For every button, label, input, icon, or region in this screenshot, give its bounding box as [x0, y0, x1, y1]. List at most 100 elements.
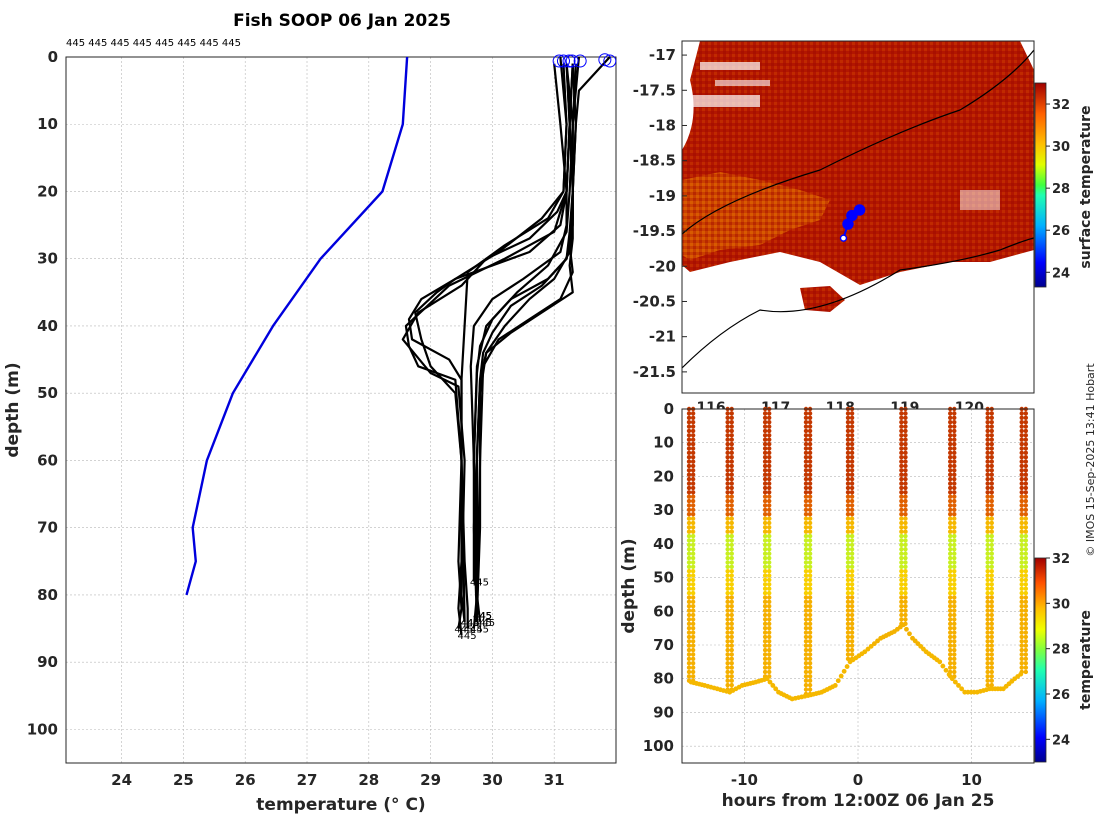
section-dot [952, 590, 957, 596]
section-dot [807, 503, 813, 508]
section-dot [807, 604, 813, 609]
section-dot [1019, 586, 1024, 591]
section-dot [899, 485, 904, 491]
section-dot [899, 582, 904, 587]
section-y-tick-label: 90 [653, 703, 674, 721]
map-y-tick-label: -20.5 [633, 292, 676, 310]
section-dot [690, 555, 696, 561]
section-dot [845, 507, 851, 513]
section-dot [807, 511, 813, 517]
section-dot [849, 647, 855, 653]
section-dot [803, 472, 809, 477]
section-dot [845, 577, 851, 583]
section-dot [686, 595, 692, 600]
section-dot [899, 617, 904, 622]
section-dot [767, 433, 772, 438]
section-dot [690, 665, 696, 670]
section-dot [952, 625, 957, 631]
top-cast-labels: 445 445 445 445 445 445 445 445 [66, 38, 241, 49]
section-dot [989, 529, 994, 534]
section-dot [803, 419, 809, 425]
section-dot [690, 538, 696, 543]
section-dot [807, 415, 813, 420]
section-dot [767, 568, 772, 574]
section-dot [845, 604, 851, 609]
section-dot [948, 507, 953, 513]
section-y-tick-label: 10 [653, 434, 674, 452]
section-dot [762, 599, 768, 605]
section-dot [807, 411, 813, 416]
section-dot [845, 625, 851, 631]
section-dot [948, 639, 953, 644]
section-dot [690, 529, 696, 534]
section-dot [948, 643, 953, 648]
section-dot [948, 625, 953, 631]
y-tick-label: 50 [37, 384, 58, 402]
section-dot [803, 529, 809, 534]
section-dot [729, 595, 734, 600]
section-bottom-dot [770, 683, 776, 688]
section-dot [948, 511, 953, 517]
section-dot [985, 419, 990, 425]
section-bottom-dot [844, 664, 850, 669]
section-dot [948, 446, 953, 451]
section-dot [1023, 516, 1029, 521]
section-dot [690, 428, 696, 434]
cast-end-label: 445 [473, 611, 492, 622]
section-dot [686, 411, 692, 416]
section-dot [729, 617, 734, 622]
section-dot [899, 503, 904, 508]
section-dot [762, 639, 768, 644]
section-dot [948, 494, 953, 499]
cast-end-label: 445 [473, 618, 492, 629]
section-dot [849, 437, 855, 442]
y-tick-label: 70 [37, 519, 58, 537]
section-dot [1019, 450, 1024, 456]
section-dot [948, 481, 953, 486]
section-dot [762, 590, 768, 596]
section-dot [729, 621, 734, 626]
section-dot [807, 424, 813, 429]
section-dot [948, 463, 953, 469]
section-dot [807, 485, 813, 491]
section-dot [725, 682, 730, 688]
section-dot [985, 472, 990, 477]
section-dot [845, 511, 851, 517]
section-dot [948, 415, 953, 420]
section-dot [903, 560, 908, 565]
section-dot [725, 428, 730, 434]
section-dot [948, 419, 953, 425]
section-dot [767, 503, 772, 508]
section-colorbar-tick-label: 32 [1052, 552, 1070, 567]
ship-track [839, 204, 866, 242]
section-dot [903, 538, 908, 543]
section-dot [686, 661, 692, 666]
section-dot [767, 639, 772, 644]
section-dot [767, 665, 772, 670]
section-dot [948, 634, 953, 640]
section-dot [1023, 625, 1029, 631]
section-dot [1023, 459, 1029, 464]
section-dot [807, 468, 813, 473]
section-dot [989, 494, 994, 499]
section-dot [948, 656, 953, 662]
section-dot [803, 542, 809, 548]
section-dot [729, 665, 734, 670]
section-dot [849, 507, 855, 513]
section-dot [729, 551, 734, 556]
section-dot [985, 428, 990, 434]
section-bottom-dot [871, 641, 877, 647]
section-bottom-dot [1018, 671, 1024, 677]
section-dot [807, 647, 813, 653]
section-dot [807, 652, 813, 657]
section-dot [807, 678, 813, 683]
section-dot [725, 494, 730, 499]
section-dot [690, 656, 696, 662]
section-dot [1023, 476, 1029, 482]
section-dot [845, 590, 851, 596]
section-dot [849, 503, 855, 508]
section-dot [845, 468, 851, 473]
section-dot [952, 533, 957, 539]
section-dot [952, 433, 957, 438]
section-dot [803, 573, 809, 578]
